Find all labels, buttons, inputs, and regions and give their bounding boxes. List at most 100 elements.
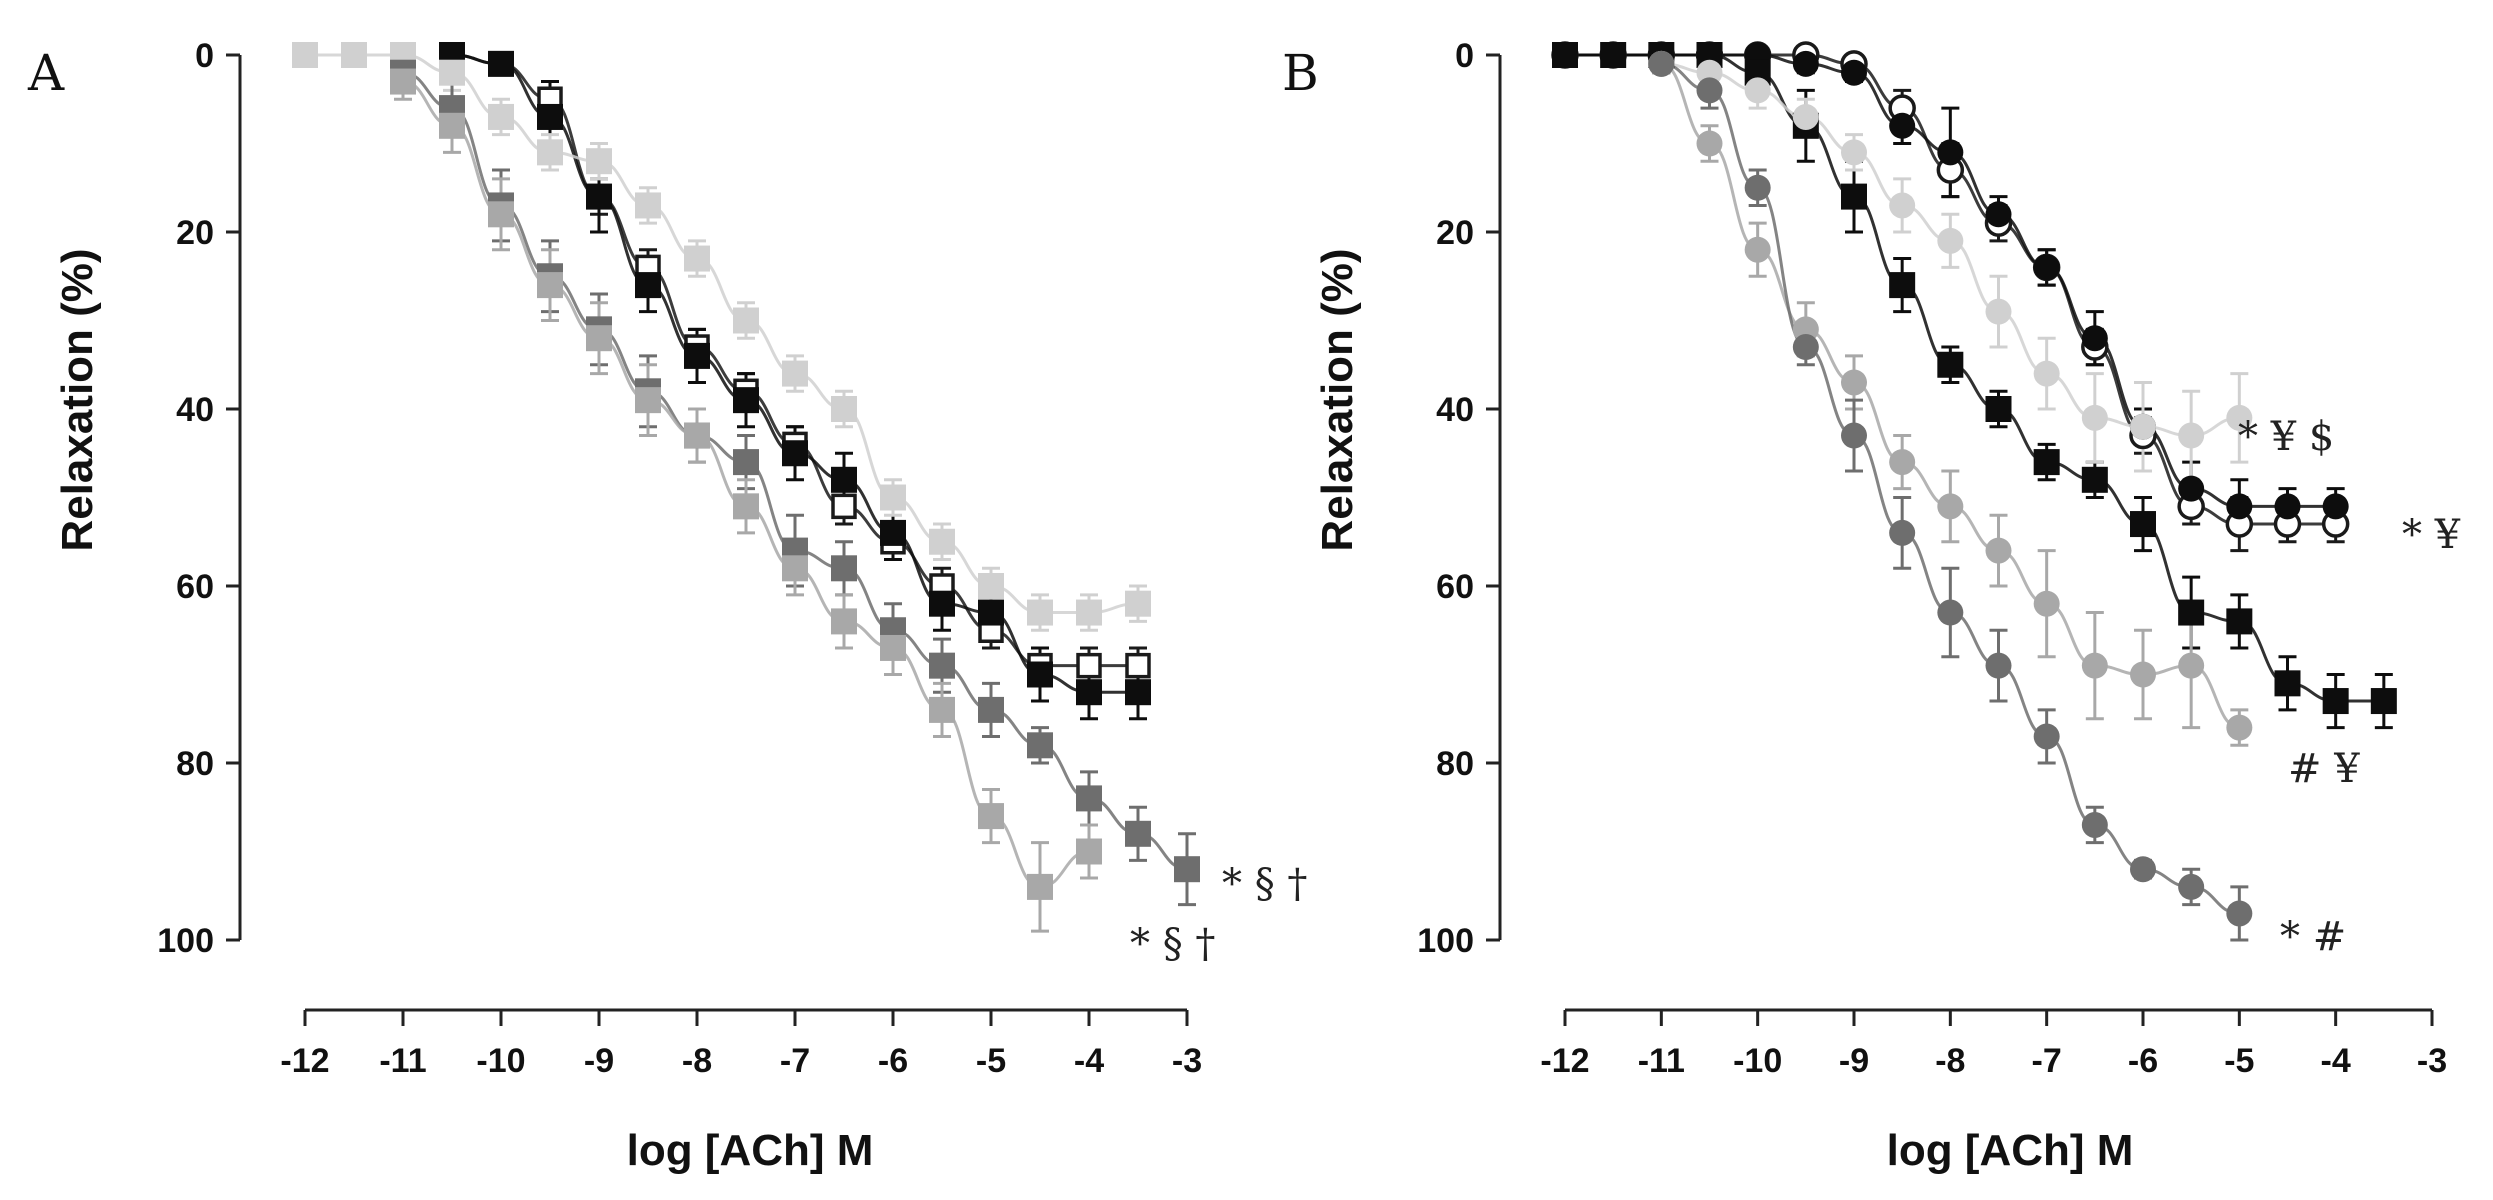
panel-a-letter: A (27, 44, 65, 102)
panel-b-x-axis-title: log [ACh] M (1887, 1126, 2134, 1175)
panel-a-series-3-point (292, 42, 318, 68)
panel-a-series-4-point (929, 652, 955, 679)
panel-a-series-1-point (1125, 652, 1151, 679)
panel-b-x-tick-label: -7 (2032, 1042, 2062, 1080)
panel-b-series-5-point (1841, 369, 1867, 396)
panel-b-series-6-point (1841, 422, 1867, 449)
panel-a-series-5-point (390, 68, 416, 95)
panel-a-series-3-point (586, 148, 612, 175)
panel-a-series-2-point (782, 440, 808, 467)
panel-b-y-tick-label: 40 (1436, 391, 1474, 429)
panel-b-series-6-point (1937, 599, 1964, 626)
panel-b-series-2-point (1985, 201, 2012, 228)
panel-b-series-3-point (1985, 396, 2012, 422)
panel-b-series-5-point (1985, 537, 2012, 564)
panel-b-x-tick-label: -4 (2321, 1042, 2351, 1080)
panel-b-series-3-point (2081, 466, 2108, 493)
panel-a-series-5-point (635, 387, 661, 414)
panel-b-series-2-point (1841, 59, 1867, 86)
panel-a-x-tick-label: -3 (1172, 1042, 1202, 1080)
panel-a-y-tick-label: 100 (157, 922, 214, 960)
panel-a-series-2-point (684, 342, 710, 369)
panel-b-series-3-point (1841, 183, 1867, 210)
panel-b-series-2-point (2274, 493, 2301, 520)
panel-b-x-tick-label: -5 (2224, 1042, 2254, 1080)
panel-a-series-2-point (537, 103, 563, 130)
panel-b-series-6-point (2033, 723, 2060, 750)
panel-a-fit-curve (451, 53, 1138, 668)
panel-a-series-5-point (880, 634, 906, 661)
panel-b-y-tick-label: 20 (1436, 214, 1474, 252)
panel-a-series-1-point (1076, 652, 1102, 679)
panel-a-series-2-point (488, 50, 514, 77)
panel-b-series-6-point (1889, 519, 1916, 546)
panel-a-series-4-point (978, 696, 1004, 723)
panel-b-x-tick-label: -11 (1638, 1042, 1685, 1080)
panel-a-series-2-point (1076, 679, 1102, 706)
panel-a-x-axis-title: log [ACh] M (627, 1126, 874, 1175)
panel-a-series-5-point (733, 493, 759, 520)
panel-b-series-6-point (1696, 77, 1723, 104)
panel-b-series-4-point (1985, 298, 2012, 325)
panel-a-series-3-point (1076, 599, 1102, 626)
panel-a-series-5-point (1027, 873, 1053, 900)
panel-a-series-5-point (1076, 838, 1102, 865)
panel-a-series-4-point (733, 449, 759, 476)
panel-a-series-1-point (831, 493, 857, 520)
panel-a-series-5-point (684, 422, 710, 449)
panel-b-series-4-point (1889, 192, 1916, 219)
panel-b-series-5-point (2033, 590, 2060, 617)
panel-b-series-4-point (2130, 413, 2156, 440)
panel-a-x-tick-label: -10 (476, 1042, 525, 1080)
panel-a-y-tick-label: 80 (176, 745, 214, 783)
panel-a-annotation-lower: * § † (1130, 921, 1215, 967)
panel-a-series-5-point (488, 201, 514, 228)
panel-a-series-5-point (586, 325, 612, 352)
panel-b-series-3-point (2178, 599, 2205, 626)
panel-b-series-2-point (2178, 475, 2205, 502)
panel-b-series-5-point (2081, 652, 2108, 679)
panel-b-series-3-point (1889, 272, 1916, 299)
panel-a-series-2-point (586, 183, 612, 210)
panel-b-series-4-point (1937, 227, 1964, 254)
panel-a-series-5-point (978, 803, 1004, 830)
panel-b-series-3-point (1937, 351, 1964, 378)
panel-b-annotation-1: * ¥ $ (2238, 414, 2334, 460)
panel-b-series-2-point (2322, 493, 2349, 520)
panel-b-fit-curve (1565, 53, 2384, 703)
panel-b-series-6-point (1744, 174, 1771, 201)
panel-a-y-axis-title: Relaxation (%) (53, 248, 102, 551)
panel-a-x-tick-label: -6 (878, 1042, 908, 1080)
panel-b-series-5-point (2178, 652, 2205, 679)
panel-b-series-4-point (2081, 404, 2108, 431)
panel-b-x-tick-label: -8 (1935, 1042, 1965, 1080)
panel-a-series-2-point (635, 272, 661, 299)
panel-b-series-5-point (2226, 714, 2253, 741)
panel-b-series-6-point (1985, 652, 2012, 679)
panel-b-y-tick-label: 0 (1455, 37, 1474, 75)
panel-b-series-3-point (2130, 511, 2156, 538)
panel-a-series-3-point (880, 484, 906, 511)
panel-b-series-6-point (1792, 334, 1819, 361)
panel-b-letter: B (1282, 44, 1319, 102)
panel-b-series-2-point (1889, 112, 1916, 139)
panel-a-series-2-point (1125, 679, 1151, 706)
panel-a-series-3-point (684, 245, 710, 272)
panel-a-y-tick-label: 20 (176, 214, 214, 252)
panel-b-series-2-point (1937, 139, 1964, 166)
panel-b-annotation-4: * # (2280, 914, 2346, 960)
panel-b: B 0 20 40 60 80 100 -12 -11 -10 -9 -8 -7 -6 -5 -4 -3 Re… (1282, 37, 2461, 1175)
panel-a-series-3-point (978, 573, 1004, 599)
panel-b-series-5-point (1696, 130, 1723, 157)
panel-b-series-4-point (2033, 360, 2060, 387)
panel-a-series-2-point (1027, 661, 1053, 688)
panel-b-series-3-point (2370, 688, 2397, 715)
panel-b-x-tick-label: -3 (2417, 1042, 2447, 1080)
panel-b-annotation-3: # ¥ (2288, 746, 2360, 792)
panel-a-series-3-point (439, 59, 465, 86)
panel-b-series-2-point (2081, 325, 2108, 352)
panel-b-series-3-point (2226, 608, 2253, 635)
panel-a-y-tick-label: 60 (176, 568, 214, 606)
panel-a-series-5-point (929, 696, 955, 723)
